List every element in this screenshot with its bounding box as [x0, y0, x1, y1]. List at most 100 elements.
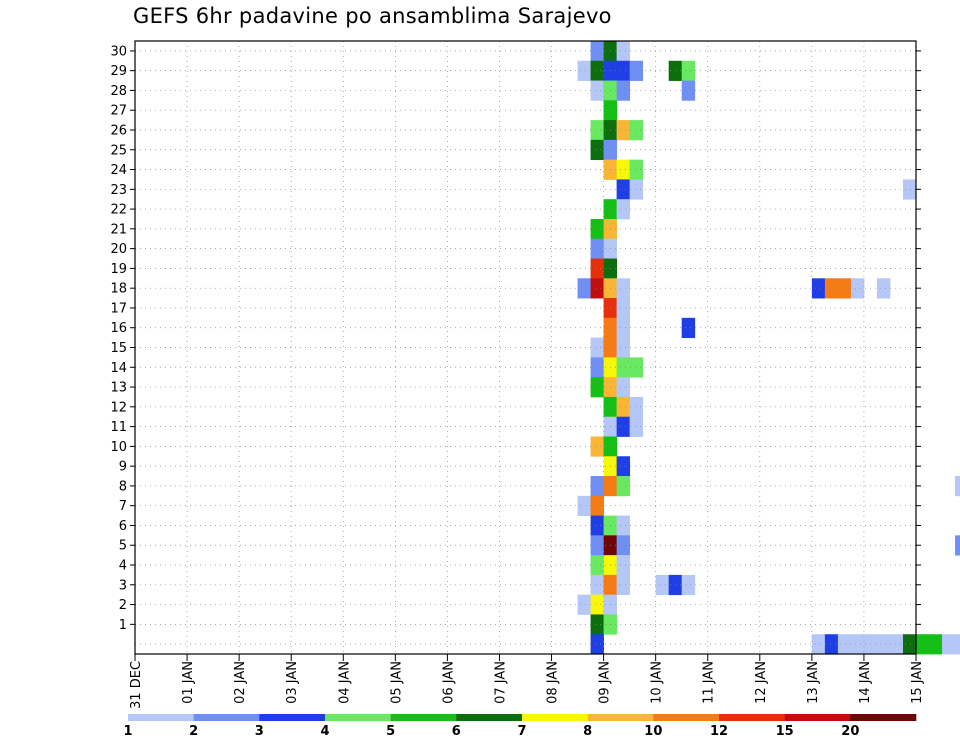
y-tick-label: 10 [110, 440, 127, 455]
heatmap-cell [590, 614, 604, 635]
legend-swatch [850, 714, 917, 721]
heatmap-cell [590, 515, 604, 536]
heatmap-cell [590, 436, 604, 457]
heatmap-cell [616, 574, 631, 596]
heatmap-cell [942, 634, 956, 655]
heatmap-cell [850, 278, 865, 299]
heatmap-cell [590, 278, 604, 299]
y-tick-label: 26 [110, 123, 127, 138]
heatmap-cell [889, 634, 904, 655]
legend-swatch [719, 714, 785, 721]
x-tick-label: 06 JAN [441, 661, 456, 704]
legend-label: 3 [255, 724, 264, 739]
heatmap-cell [955, 476, 960, 497]
heatmap-cell [590, 60, 604, 81]
heatmap-cell [590, 218, 604, 240]
x-tick-label: 07 JAN [493, 661, 508, 704]
heatmap-cell [590, 377, 604, 398]
y-tick-label: 16 [110, 321, 127, 336]
x-tick-label: 14 JAN [858, 661, 873, 704]
y-tick-label: 30 [110, 44, 127, 59]
legend-label: 7 [517, 724, 526, 739]
heatmap-cell [629, 357, 644, 378]
heatmap-cell [616, 298, 631, 319]
y-tick-label: 27 [110, 104, 127, 119]
legend-swatch [587, 714, 654, 721]
heatmap-cell [590, 258, 604, 279]
x-tick-label: 31 DEC [129, 661, 144, 709]
heatmap-cell [590, 337, 604, 358]
heatmap-cell [955, 535, 960, 556]
heatmap-cell [629, 120, 644, 141]
legend-swatch [128, 714, 194, 721]
heatmap-cell [837, 278, 852, 299]
heatmap-cell [590, 238, 604, 259]
heatmap-cell [616, 80, 631, 101]
x-tick-label: 12 JAN [754, 661, 769, 704]
legend-swatch [390, 714, 457, 721]
legend-label: 2 [189, 724, 198, 739]
heatmap-cell [681, 60, 696, 81]
y-tick-label: 29 [110, 64, 127, 79]
x-tick-label: 11 JAN [702, 661, 717, 704]
x-tick-label: 02 JAN [233, 661, 248, 704]
legend-label: 12 [710, 724, 728, 739]
legend-label: 15 [776, 724, 794, 739]
heatmap-cell [590, 594, 604, 615]
legend-swatch [653, 714, 720, 721]
x-tick-label: 10 JAN [650, 661, 665, 704]
y-tick-label: 13 [110, 381, 127, 396]
legend-swatch [784, 714, 851, 721]
legend-label: 10 [644, 724, 662, 739]
heatmap-cell [577, 60, 591, 81]
heatmap-cell [590, 495, 604, 516]
heatmap-cell [681, 80, 696, 101]
y-tick-label: 20 [110, 242, 127, 257]
heatmap-cell [902, 179, 917, 200]
heatmap-cell [616, 337, 631, 358]
heatmap-cell [824, 634, 839, 655]
y-tick-label: 21 [110, 222, 127, 237]
legend-label: 4 [320, 724, 329, 739]
legend-swatch [193, 714, 260, 721]
y-tick-label: 11 [110, 420, 127, 435]
y-tick-label: 15 [110, 341, 127, 356]
x-tick-label: 15 JAN [910, 661, 925, 704]
y-tick-label: 19 [110, 262, 127, 277]
heatmap-cell [590, 139, 604, 161]
heatmap-cell [955, 634, 960, 655]
heatmap-cell [616, 278, 631, 299]
legend-swatch [325, 714, 391, 721]
heatmap-cell [655, 574, 670, 596]
heatmap-cell [824, 278, 839, 299]
y-tick-label: 28 [110, 84, 127, 99]
heatmap-cell [929, 634, 943, 655]
heatmap-cell [577, 278, 591, 299]
heatmap-cell [616, 377, 631, 398]
y-tick-label: 18 [110, 282, 127, 297]
chart-title: GEFS 6hr padavine po ansamblima Sarajevo [133, 4, 612, 28]
heatmap-cell [590, 555, 604, 576]
legend-swatch [456, 714, 523, 721]
x-tick-label: 09 JAN [598, 661, 613, 704]
y-tick-label: 22 [110, 203, 127, 218]
heatmap-cell [629, 179, 644, 200]
heatmap-cell [616, 179, 631, 200]
heatmap-cell [590, 80, 604, 101]
y-tick-label: 2 [119, 598, 127, 613]
heatmap-cell [590, 574, 604, 596]
heatmap-cell [837, 634, 852, 655]
heatmap-cell [577, 495, 591, 516]
x-tick-label: 05 JAN [389, 661, 404, 704]
color-legend: 1 2 3 4 5 6 7 8 10 12 15 20 [123, 714, 917, 739]
heatmap-cell [590, 41, 604, 62]
heatmap-cell [850, 634, 865, 655]
y-tick-label: 23 [110, 183, 127, 198]
x-tick-label: 08 JAN [546, 661, 561, 704]
heatmap-cell [616, 159, 631, 180]
heatmap-cell [629, 416, 644, 437]
heatmap-cell [902, 634, 917, 655]
y-tick-label: 17 [110, 301, 127, 316]
grid-lines [135, 41, 917, 654]
